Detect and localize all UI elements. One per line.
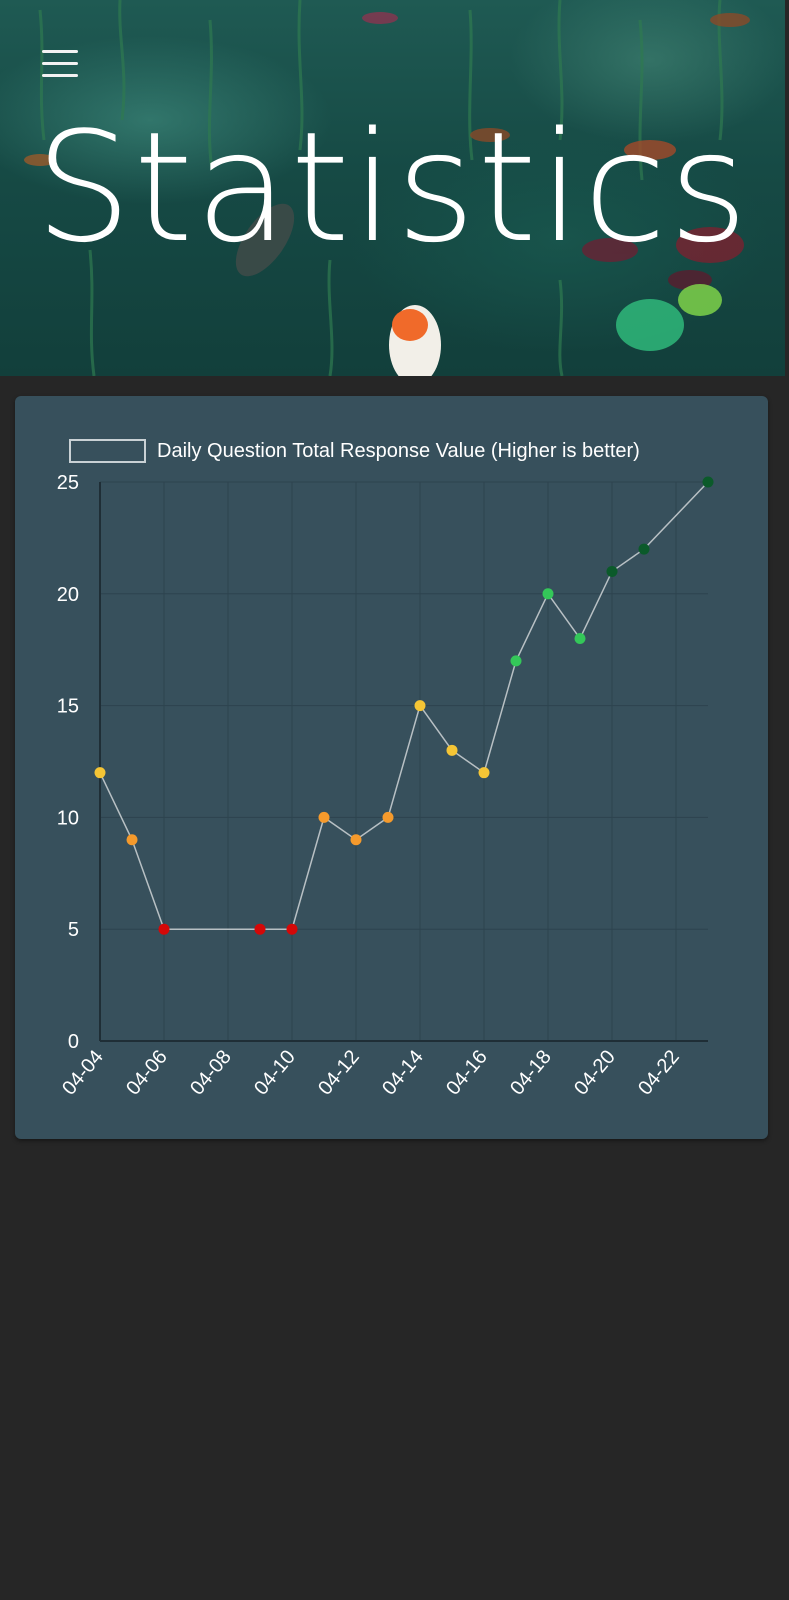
data-point bbox=[126, 834, 138, 846]
data-point bbox=[638, 543, 650, 555]
y-tick-label: 10 bbox=[57, 807, 79, 829]
menu-button[interactable] bbox=[40, 48, 80, 80]
y-tick-label: 15 bbox=[57, 696, 79, 718]
data-point bbox=[94, 767, 106, 779]
page-title: Statistics bbox=[35, 99, 750, 276]
data-point bbox=[382, 811, 394, 823]
legend-swatch bbox=[69, 439, 146, 463]
x-tick-label: 04-14 bbox=[378, 1046, 428, 1099]
legend-label: Daily Question Total Response Value (Hig… bbox=[157, 440, 640, 462]
x-tick-label: 04-16 bbox=[442, 1046, 492, 1099]
x-tick-label: 04-04 bbox=[58, 1046, 108, 1099]
x-tick-label: 04-06 bbox=[122, 1046, 172, 1099]
response-value-chart: Daily Question Total Response Value (Hig… bbox=[57, 439, 714, 1099]
data-point bbox=[158, 923, 170, 935]
data-point bbox=[606, 565, 618, 577]
y-tick-label: 20 bbox=[57, 584, 79, 606]
hamburger-menu-icon bbox=[42, 50, 78, 53]
x-tick-label: 04-08 bbox=[186, 1046, 236, 1099]
x-tick-label: 04-12 bbox=[314, 1046, 364, 1099]
x-tick-label: 04-18 bbox=[506, 1046, 556, 1099]
data-point bbox=[286, 923, 298, 935]
y-tick-label: 5 bbox=[68, 919, 79, 941]
data-point bbox=[318, 811, 330, 823]
x-tick-label: 04-10 bbox=[250, 1046, 300, 1099]
x-tick-label: 04-20 bbox=[570, 1046, 620, 1099]
data-point bbox=[542, 588, 554, 600]
data-point bbox=[414, 700, 426, 712]
data-point bbox=[350, 834, 362, 846]
data-point bbox=[574, 633, 586, 645]
data-point bbox=[478, 767, 490, 779]
y-tick-label: 25 bbox=[57, 472, 79, 494]
x-tick-label: 04-22 bbox=[634, 1046, 684, 1099]
y-tick-label: 0 bbox=[68, 1031, 79, 1053]
pond-background-image bbox=[24, 0, 750, 376]
hero-banner: Statistics bbox=[0, 0, 785, 376]
data-point bbox=[510, 655, 522, 667]
data-point bbox=[254, 923, 266, 935]
data-point bbox=[446, 744, 458, 756]
data-point bbox=[702, 476, 714, 488]
chart-card: Daily Question Total Response Value (Hig… bbox=[15, 396, 768, 1139]
